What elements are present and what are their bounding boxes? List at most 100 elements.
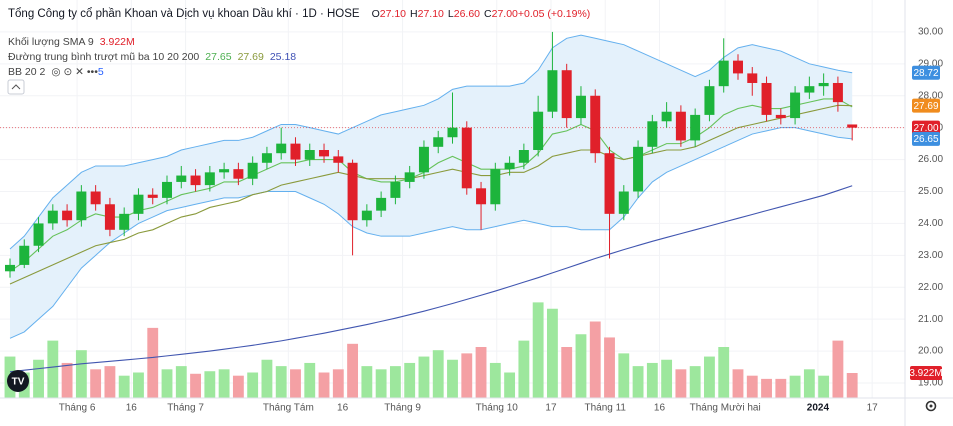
volume-bar [761, 378, 772, 398]
candle-body [304, 150, 315, 160]
volume-bar [118, 375, 130, 398]
candle-body [761, 82, 772, 115]
candle-body [176, 175, 187, 182]
y-tick-label: 24.00 [918, 218, 943, 229]
volume-bar [818, 375, 830, 398]
volume-bar [704, 356, 715, 398]
volume-bar [646, 362, 658, 398]
candle-body [133, 194, 144, 214]
ohlc-prefix: O [372, 8, 380, 20]
candle-body [818, 82, 829, 87]
candle-body [504, 162, 515, 170]
settings-icon[interactable] [925, 400, 937, 412]
price-badge [912, 98, 940, 113]
volume-bar [375, 369, 387, 398]
x-tick-label: 16 [337, 403, 349, 414]
ema-line [9, 104, 853, 285]
candle-body [390, 181, 401, 198]
volume-bar [361, 366, 373, 398]
volume-bar [332, 369, 344, 398]
volume-bar [447, 359, 458, 398]
y-tick-label: 30.00 [918, 27, 943, 38]
candle-body [47, 210, 58, 224]
indicator-value: 27.65 [205, 51, 231, 63]
ohlc-prefix: C [484, 8, 492, 20]
candle-body [661, 111, 672, 122]
volume-bar [290, 369, 301, 398]
chart-title: Tổng Công ty cổ phần Khoan và Dịch vụ kh… [8, 8, 590, 20]
collapse-button[interactable] [7, 79, 25, 95]
candle-body [847, 124, 858, 128]
indicator-value: 5 [98, 66, 104, 78]
candle-body [732, 60, 743, 74]
ohlc-value: 26.60 [454, 8, 480, 20]
volume-bar [732, 369, 744, 398]
candle-body [618, 191, 629, 214]
candle-body [832, 82, 843, 103]
x-tick-label: 17 [545, 403, 557, 414]
price-badge-label: 27.00 [913, 123, 938, 134]
indicator-value: 3.922M [100, 36, 135, 48]
title-text: Tổng Công ty cổ phần Khoan và Dịch vụ kh… [8, 8, 360, 20]
ohlc-prefix: L [448, 8, 454, 20]
candle-body [147, 194, 158, 198]
candle-body [233, 169, 244, 179]
candle-body [119, 213, 130, 230]
volume-bar [47, 340, 59, 398]
volume-bar [204, 371, 216, 398]
candle-body [333, 156, 344, 163]
y-tick-label: 28.00 [918, 90, 943, 101]
volume-bar [775, 378, 787, 398]
volume-bar [133, 372, 144, 398]
indicator-label: BB 20 2 [8, 66, 46, 78]
ohlc-value: 27.10 [380, 8, 406, 20]
volume-bar [589, 321, 601, 398]
candle-body [518, 150, 529, 163]
volume-bar [275, 366, 287, 398]
volume-bar [746, 375, 758, 398]
volume-bar [90, 369, 102, 398]
volume-bar [218, 369, 230, 398]
y-tick-label: 19.00 [918, 378, 943, 389]
volume-bar [661, 359, 673, 398]
volume-bar [147, 327, 159, 398]
ohlc-value: +0.05 (+0.19%) [518, 8, 590, 20]
candle-body [62, 210, 73, 221]
candle-body [204, 172, 215, 186]
candle-body [490, 169, 501, 205]
volume-bar [475, 347, 487, 398]
candle-body [547, 70, 558, 112]
price-badge-label: 26.65 [913, 134, 938, 145]
candle-body [590, 95, 601, 154]
plot-area [0, 0, 905, 398]
candle-body [19, 245, 30, 265]
candle-body [418, 146, 429, 173]
volume-bar [803, 369, 815, 398]
volume-bar [261, 359, 273, 398]
candle-body [633, 146, 644, 192]
y-tick-label: 22.00 [918, 282, 943, 293]
candle-body [190, 175, 201, 186]
svg-text:TV: TV [12, 377, 25, 388]
indicator-legend: Đường trung bình trượt mũ ba 10 20 200 27… [8, 51, 296, 63]
bb-fill [9, 35, 853, 339]
volume-bar [161, 369, 173, 398]
volume-bar [675, 369, 687, 398]
x-tick-label: Tháng 11 [584, 403, 626, 414]
y-tick-label: 29.00 [918, 58, 943, 69]
y-tick-label: 25.00 [918, 186, 943, 197]
volume-bar [232, 375, 244, 398]
candle-body [376, 197, 387, 211]
volume-bar [789, 375, 801, 398]
x-tick-label: Tháng 9 [384, 403, 421, 414]
indicator-icons: ◎ ⊙ ✕ ••• [51, 66, 98, 78]
volume-bar [461, 353, 473, 398]
ohlc-value: 27.10 [418, 8, 444, 20]
x-tick-label: 16 [126, 403, 138, 414]
candle-body [261, 153, 272, 163]
candle-body [804, 86, 815, 93]
candle-body [90, 191, 101, 205]
indicator-legend: BB 20 2 ◎ ⊙ ✕ •••5 [8, 66, 104, 78]
volume-bar [104, 366, 116, 398]
volume-bar [404, 362, 416, 398]
